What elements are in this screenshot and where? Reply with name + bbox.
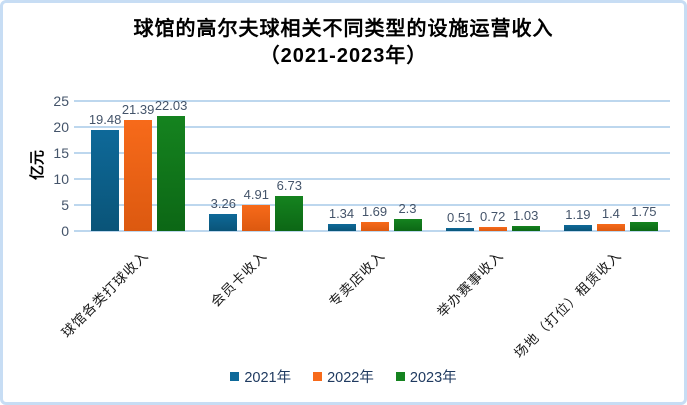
bar-value-label: 4.91 bbox=[243, 187, 269, 203]
legend-marker-icon bbox=[313, 372, 323, 381]
bar-value-label: 0.72 bbox=[480, 209, 506, 225]
bar-2023年-举办赛事收入 bbox=[511, 225, 540, 231]
x-category-label: 场地（打位）租赁收入 bbox=[511, 247, 625, 361]
bar-2023年-专卖店收入 bbox=[393, 219, 422, 231]
gridline bbox=[74, 100, 670, 102]
legend-label: 2022年 bbox=[327, 370, 374, 386]
bar-value-label: 2.3 bbox=[398, 201, 417, 217]
bar-2021年-场地（打位）租赁收入 bbox=[563, 224, 592, 231]
legend: 2021年 2022年 2023年 bbox=[3, 366, 684, 387]
legend-item-2023年: 2023年 bbox=[395, 366, 457, 387]
bar-2021年-会员卡收入 bbox=[209, 214, 238, 231]
y-tick-label: 0 bbox=[61, 223, 69, 239]
bar-value-label: 19.48 bbox=[88, 111, 122, 127]
bar-2023年-球馆各类打球收入 bbox=[157, 116, 186, 231]
x-category-label: 球馆各类打球收入 bbox=[58, 247, 152, 341]
bar-2021年-球馆各类打球收入 bbox=[91, 129, 120, 231]
bar-value-label: 21.39 bbox=[121, 101, 155, 117]
bar-2021年-举办赛事收入 bbox=[445, 228, 474, 231]
bar-value-label: 6.73 bbox=[276, 178, 302, 194]
bar-value-label: 1.03 bbox=[513, 207, 539, 223]
legend-item-2021年: 2021年 bbox=[230, 366, 291, 387]
legend-marker-icon bbox=[230, 372, 240, 381]
bar-value-label: 1.4 bbox=[601, 205, 620, 221]
bar-2022年-举办赛事收入 bbox=[478, 227, 507, 231]
bar-value-label: 1.75 bbox=[631, 203, 657, 219]
plot-area: 19.48 21.39 22.03 3.26 4.91 6.73 1.34 1.69 2.3 0.… bbox=[74, 98, 670, 232]
bar-value-label: 1.19 bbox=[565, 206, 591, 222]
bar-2022年-场地（打位）租赁收入 bbox=[596, 223, 625, 231]
gridline bbox=[74, 126, 670, 128]
gridline bbox=[74, 152, 670, 154]
gridline bbox=[74, 230, 670, 232]
gridline bbox=[74, 204, 670, 206]
y-tick-label: 15 bbox=[53, 145, 69, 161]
y-tick-label: 20 bbox=[53, 119, 69, 135]
x-category-label: 专卖店收入 bbox=[326, 247, 388, 310]
chart-title-line2: （2021-2023年） bbox=[259, 45, 428, 67]
bar-value-label: 22.03 bbox=[154, 98, 188, 114]
y-tick-label: 10 bbox=[53, 171, 69, 187]
chart-title: 球馆的高尔夫球相关不同类型的设施运营收入 （2021-2023年） bbox=[3, 16, 684, 70]
bar-2022年-专卖店收入 bbox=[360, 222, 389, 231]
legend-label: 2021年 bbox=[244, 370, 292, 386]
gridline bbox=[74, 178, 670, 180]
legend-label: 2023年 bbox=[409, 370, 457, 386]
bar-value-label: 3.26 bbox=[210, 196, 236, 212]
chart-title-line1: 球馆的高尔夫球相关不同类型的设施运营收入 bbox=[133, 18, 554, 40]
bar-2023年-场地（打位）租赁收入 bbox=[629, 221, 658, 231]
x-category-label: 举办赛事收入 bbox=[434, 247, 507, 320]
bar-2023年-会员卡收入 bbox=[275, 196, 304, 231]
legend-item-2022年: 2022年 bbox=[313, 366, 374, 387]
bar-2022年-球馆各类打球收入 bbox=[124, 119, 153, 231]
y-tick-label: 5 bbox=[61, 197, 69, 213]
bar-value-label: 1.69 bbox=[361, 204, 388, 220]
x-category-label: 会员卡收入 bbox=[207, 247, 270, 310]
legend-marker-icon bbox=[395, 372, 405, 381]
bar-value-label: 1.34 bbox=[328, 206, 355, 222]
y-tick-label: 25 bbox=[53, 93, 69, 109]
bar-2021年-专卖店收入 bbox=[327, 224, 356, 231]
bar-value-label: 0.51 bbox=[447, 210, 473, 226]
bar-2022年-会员卡收入 bbox=[242, 205, 271, 231]
